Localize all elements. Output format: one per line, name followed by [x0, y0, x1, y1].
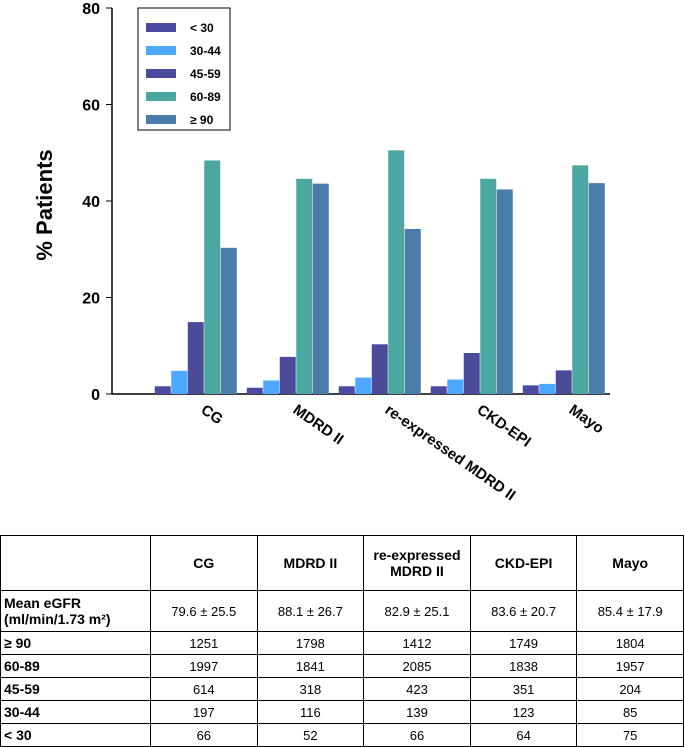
- legend-swatch: [146, 115, 176, 124]
- x-tick-label: Mayo: [566, 401, 607, 437]
- bar: [154, 386, 171, 394]
- bar: [338, 386, 355, 394]
- legend-swatch: [146, 46, 176, 55]
- table-cell: CKD-EPI: [469, 535, 578, 591]
- table-cell: CG: [150, 535, 258, 591]
- table-cell: 75: [576, 723, 684, 747]
- table-cell: 318: [256, 677, 365, 701]
- bar: [555, 370, 572, 394]
- bar: [522, 385, 539, 394]
- table-cell: 423: [363, 677, 471, 701]
- legend-label: ≥ 90: [190, 113, 214, 127]
- bar: [404, 228, 421, 394]
- table-row: 30-44 197 116 139 123 85: [0, 700, 684, 724]
- bar: [371, 344, 388, 394]
- table-cell: 66: [363, 723, 471, 747]
- table-cell: 1804: [576, 631, 684, 655]
- bar: [187, 322, 204, 394]
- table-cell: 1841: [256, 654, 365, 678]
- bar: [312, 183, 329, 394]
- bar: [388, 150, 405, 394]
- table-cell: 204: [576, 677, 684, 701]
- legend-label: 30-44: [190, 44, 221, 58]
- table-row: 45-59 614 318 423 351 204: [0, 677, 684, 701]
- table-cell: 83.6 ± 20.7: [469, 590, 578, 632]
- x-tick-label: CKD-EPI: [474, 401, 534, 450]
- bar: [480, 178, 497, 394]
- table-cell: 1251: [150, 631, 258, 655]
- legend-label: 60-89: [190, 90, 221, 104]
- bar: [463, 352, 480, 394]
- table-cell: 52: [256, 723, 365, 747]
- bar: [430, 386, 447, 394]
- bar: [355, 377, 372, 394]
- table-cell: 351: [469, 677, 578, 701]
- bar: [296, 178, 313, 394]
- bar: [246, 387, 263, 394]
- y-tick-label: 80: [82, 1, 100, 18]
- bar: [588, 183, 605, 394]
- table-cell: 1957: [576, 654, 684, 678]
- bar: [204, 160, 221, 394]
- data-table: CG MDRD II re-expressed MDRD II CKD-EPI Mayo…: [0, 535, 684, 747]
- table-row: 60-89 1997 1841 2085 1838 1957: [0, 654, 684, 678]
- bar: [447, 379, 464, 394]
- bar: [279, 356, 296, 394]
- table-cell: < 30: [0, 723, 151, 747]
- table-cell: MDRD II: [256, 535, 365, 591]
- y-tick-label: 40: [82, 194, 100, 211]
- y-tick-label: 0: [91, 387, 100, 404]
- bar: [572, 165, 589, 394]
- table-cell: 116: [256, 700, 365, 724]
- table-cell: 79.6 ± 25.5: [150, 590, 258, 632]
- bar: [171, 370, 188, 394]
- y-tick-label: 60: [82, 98, 100, 115]
- table-cell: 614: [150, 677, 258, 701]
- legend-label: 45-59: [190, 67, 221, 81]
- table-cell: 1798: [256, 631, 365, 655]
- table-cell: 1412: [363, 631, 471, 655]
- table-cell: 1997: [150, 654, 258, 678]
- table-cell: 66: [150, 723, 258, 747]
- bar: [496, 189, 513, 394]
- table-row: < 30 66 52 66 64 75: [0, 723, 684, 747]
- table-cell: 85: [576, 700, 684, 724]
- legend-swatch: [146, 92, 176, 101]
- table-cell: ≥ 90: [0, 631, 151, 655]
- table-cell: 88.1 ± 26.7: [256, 590, 365, 632]
- y-axis-label: % Patients: [32, 149, 57, 260]
- bar: [539, 383, 556, 394]
- legend-label: < 30: [190, 21, 214, 35]
- table-cell: 1838: [469, 654, 578, 678]
- table-cell: Mayo: [576, 535, 684, 591]
- table-cell: 197: [150, 700, 258, 724]
- table-cell: 82.9 ± 25.1: [363, 590, 471, 632]
- table-cell: 1749: [469, 631, 578, 655]
- table-cell: [0, 535, 151, 591]
- table-cell: 123: [469, 700, 578, 724]
- table-row: Mean eGFR (ml/min/1.73 m²) 79.6 ± 25.5 88.…: [0, 590, 684, 632]
- table-cell: 64: [469, 723, 578, 747]
- table-cell: 45-59: [0, 677, 151, 701]
- table-cell: 30-44: [0, 700, 151, 724]
- x-tick-label: MDRD II: [290, 401, 347, 448]
- bar: [220, 247, 237, 394]
- table-cell: 60-89: [0, 654, 151, 678]
- table-cell: 139: [363, 700, 471, 724]
- table-cell: 85.4 ± 17.9: [576, 590, 684, 632]
- table-row: ≥ 90 1251 1798 1412 1749 1804: [0, 631, 684, 655]
- bar: [263, 380, 280, 394]
- table-cell: re-expressed MDRD II: [363, 535, 471, 591]
- legend-swatch: [146, 69, 176, 78]
- table-cell: 2085: [363, 654, 471, 678]
- table-cell: Mean eGFR (ml/min/1.73 m²): [0, 590, 151, 632]
- y-tick-label: 20: [82, 291, 100, 308]
- legend-swatch: [146, 23, 176, 32]
- table-row: CG MDRD II re-expressed MDRD II CKD-EPI Mayo: [0, 535, 684, 591]
- x-tick-label: CG: [198, 401, 226, 428]
